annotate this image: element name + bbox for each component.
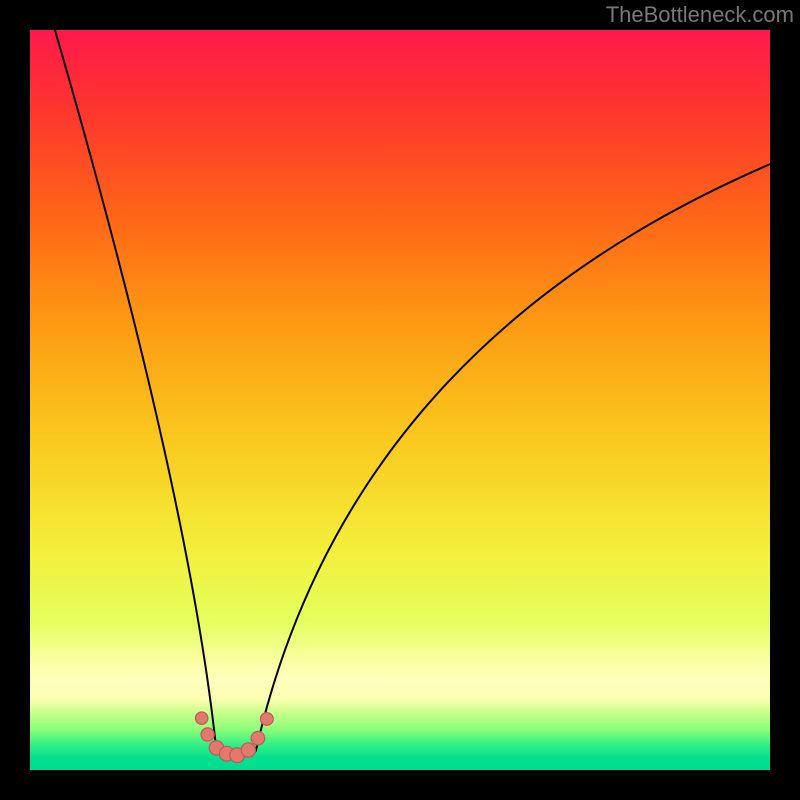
trough-marker [201, 728, 214, 741]
trough-marker [241, 743, 255, 757]
chart-frame: TheBottleneck.com [0, 0, 800, 800]
watermark-text: TheBottleneck.com [606, 2, 794, 28]
trough-marker [195, 712, 207, 724]
trough-marker [260, 713, 273, 726]
gradient-background [30, 30, 770, 770]
trough-marker [251, 731, 265, 745]
chart-plot [30, 30, 770, 770]
